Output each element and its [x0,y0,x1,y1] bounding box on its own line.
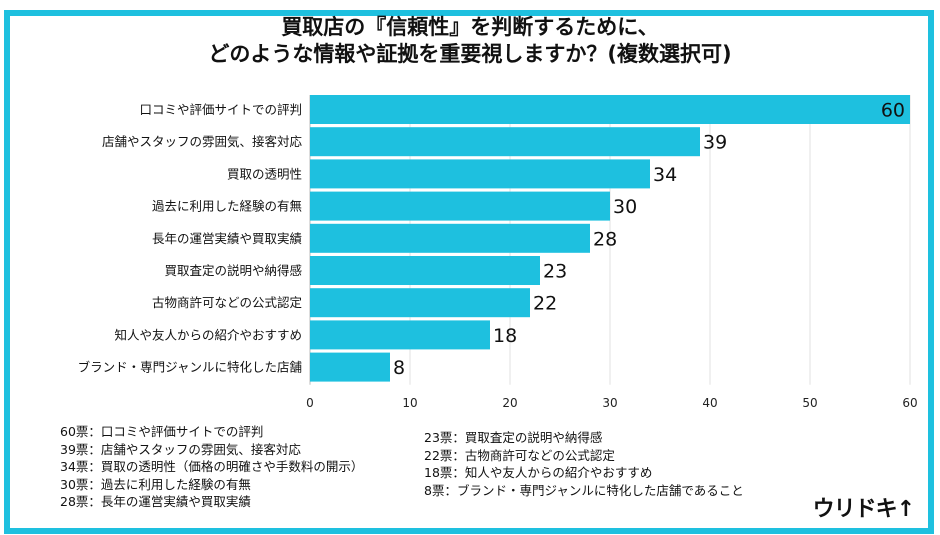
category-label: 買取の透明性 [227,166,302,181]
category-label: ブランド・専門ジャンルに特化した店舗 [78,360,302,375]
legend-item: 18票：知人や友人からの紹介やおすすめ [424,465,653,480]
data-label: 30 [613,196,637,218]
legend-item: 8票：ブランド・専門ジャンルに特化した店舗であること [424,482,744,498]
legend-item: 28票：長年の運営実績や買取実績 [60,494,251,509]
legend-item: 60票：口コミや評価サイトでの評判 [60,424,264,439]
x-tick-label: 50 [802,396,817,410]
category-label: 過去に利用した経験の有無 [152,199,302,214]
bar [310,288,530,318]
bar [310,159,650,189]
legend-right: 23票：買取査定の説明や納得感 22票：古物商許可などの公式認定 18票：知人や友人… [424,429,744,499]
data-label: 23 [543,261,567,283]
data-label: 39 [703,132,727,154]
x-tick-label: 30 [602,396,617,410]
legend-item: 23票：買取査定の説明や納得感 [424,430,603,445]
legend-left: 60票：口コミや評価サイトでの評判 39票：店舗やスタッフの雰囲気、接客対応 34票… [60,423,363,511]
category-label: 古物商許可などの公式認定 [152,295,302,310]
data-label: 28 [593,228,617,250]
data-label: 34 [653,164,677,186]
legend-item: 30票：過去に利用した経験の有無 [60,476,251,492]
bar [310,320,490,350]
bar [310,95,910,124]
category-label: 買取査定の説明や納得感 [164,263,302,278]
x-tick-label: 60 [902,396,917,410]
bar [310,256,540,285]
bar [310,223,590,253]
title-line-1: 買取店の『信頼性』を判断するために、 [281,15,659,39]
bar [310,352,390,382]
bar [310,191,610,221]
category-label: 口コミや評価サイトでの評判 [139,102,302,117]
legend-item: 34票：買取の透明性（価格の明確さや手数料の開示） [60,459,364,474]
chart-title: 買取店の『信頼性』を判断するために、 どのような情報や証拠を重要視しますか？(複… [0,14,940,68]
title-line-2: どのような情報や証拠を重要視しますか？(複数選択可) [208,42,732,66]
data-label: 18 [493,325,517,347]
category-label: 店舗やスタッフの雰囲気、接客対応 [102,134,303,149]
data-label: 22 [533,293,557,315]
data-label: 60 [881,100,905,122]
x-tick-label: 20 [502,396,517,410]
data-label: 8 [393,357,405,379]
logo: ウリドキ↑ [812,497,915,522]
legend-item: 39票：店舗やスタッフの雰囲気、接客対応 [60,441,301,457]
x-tick-label: 10 [402,396,417,410]
category-label: 知人や友人からの紹介やおすすめ [114,327,302,342]
bar [310,127,700,157]
x-tick-label: 40 [702,396,717,410]
category-label: 長年の運営実績や買取実績 [152,231,302,246]
x-tick-label: 0 [306,396,314,410]
legend-item: 22票：古物商許可などの公式認定 [424,447,615,463]
